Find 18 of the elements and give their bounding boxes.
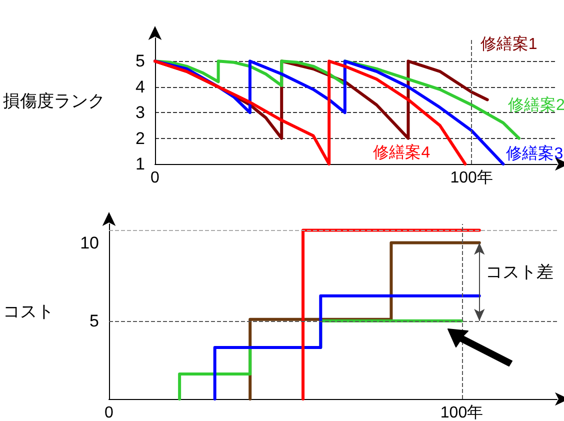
y-tick-label: 10	[80, 233, 99, 252]
annotation: コスト差	[485, 262, 554, 282]
series-label: 修繕案3	[506, 144, 564, 162]
x-tick-label: 100年	[450, 170, 493, 186]
y-tick-label: 4	[136, 77, 145, 96]
x-tick-label: 100年	[440, 404, 484, 421]
y-tick-label: 2	[136, 128, 145, 148]
x-tick-label: 0	[104, 404, 114, 421]
y-tick-label: 5	[136, 52, 145, 71]
y-axis-title: 損傷度ランク	[3, 92, 105, 110]
series-label: 修繕案4	[373, 144, 430, 162]
series-label: 修繕案2	[508, 96, 564, 114]
y-tick-label: 5	[90, 311, 99, 330]
y-axis-title: コスト	[3, 302, 54, 321]
y-tick-label: 1	[136, 154, 145, 174]
x-tick-label: 0	[150, 170, 160, 186]
y-tick-label: 3	[136, 103, 145, 122]
text: 修繕案1	[480, 35, 538, 54]
